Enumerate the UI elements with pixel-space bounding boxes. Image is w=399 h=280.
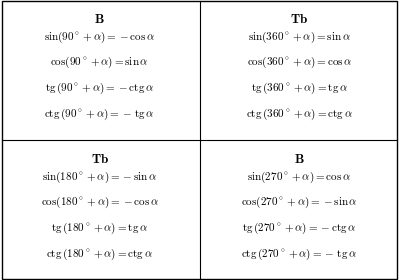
Text: $\mathrm{tg}\,(180^\circ+\alpha)=\mathrm{tg}\,\alpha$: $\mathrm{tg}\,(180^\circ+\alpha)=\mathrm… [51, 221, 148, 236]
Text: $\mathbf{B}$: $\mathbf{B}$ [294, 153, 304, 165]
Text: $\mathrm{ctg}\,(180^\circ+\alpha)=\mathrm{ctg}\,\alpha$: $\mathrm{ctg}\,(180^\circ+\alpha)=\mathr… [46, 247, 153, 262]
Text: $\mathrm{tg}\,(90^\circ+\alpha)=-\mathrm{ctg}\,\alpha$: $\mathrm{tg}\,(90^\circ+\alpha)=-\mathrm… [45, 81, 154, 96]
Text: $\sin(180^\circ+\alpha)=-\sin\alpha$: $\sin(180^\circ+\alpha)=-\sin\alpha$ [42, 169, 158, 185]
Text: $\mathbf{B}$: $\mathbf{B}$ [95, 13, 105, 25]
Text: $\mathrm{ctg}\,(90^\circ+\alpha)=-\,\mathrm{tg}\,\alpha$: $\mathrm{ctg}\,(90^\circ+\alpha)=-\,\mat… [44, 107, 155, 122]
Text: $\cos(360^\circ+\alpha)=\cos\alpha$: $\cos(360^\circ+\alpha)=\cos\alpha$ [247, 55, 352, 71]
Text: $\mathrm{tg}\,(270^\circ+\alpha)=-\mathrm{ctg}\,\alpha$: $\mathrm{tg}\,(270^\circ+\alpha)=-\mathr… [242, 221, 356, 236]
Text: $\cos(180^\circ+\alpha)=-\cos\alpha$: $\cos(180^\circ+\alpha)=-\cos\alpha$ [41, 195, 159, 211]
Text: $\mathrm{tg}\,(360^\circ+\alpha)=\mathrm{tg}\,\alpha$: $\mathrm{tg}\,(360^\circ+\alpha)=\mathrm… [251, 81, 348, 96]
Text: $\sin(270^\circ+\alpha)=\cos\alpha$: $\sin(270^\circ+\alpha)=\cos\alpha$ [247, 169, 352, 185]
Text: $\mathbf{Tb}$: $\mathbf{Tb}$ [91, 153, 109, 165]
Text: $\mathrm{ctg}\,(270^\circ+\alpha)=-\,\mathrm{tg}\,\alpha$: $\mathrm{ctg}\,(270^\circ+\alpha)=-\,\ma… [241, 247, 358, 262]
Text: $\cos(270^\circ+\alpha)=-\sin\alpha$: $\cos(270^\circ+\alpha)=-\sin\alpha$ [241, 195, 358, 211]
Text: $\cos(90^\circ+\alpha)=\sin\alpha$: $\cos(90^\circ+\alpha)=\sin\alpha$ [50, 55, 149, 71]
Text: $\mathbf{Tb}$: $\mathbf{Tb}$ [290, 13, 308, 25]
Text: $\sin(360^\circ+\alpha)=\sin\alpha$: $\sin(360^\circ+\alpha)=\sin\alpha$ [248, 29, 351, 45]
Text: $\mathrm{ctg}\,(360^\circ+\alpha)=\mathrm{ctg}\,\alpha$: $\mathrm{ctg}\,(360^\circ+\alpha)=\mathr… [246, 107, 353, 122]
Text: $\sin(90^\circ+\alpha)=-\cos\alpha$: $\sin(90^\circ+\alpha)=-\cos\alpha$ [44, 29, 155, 45]
